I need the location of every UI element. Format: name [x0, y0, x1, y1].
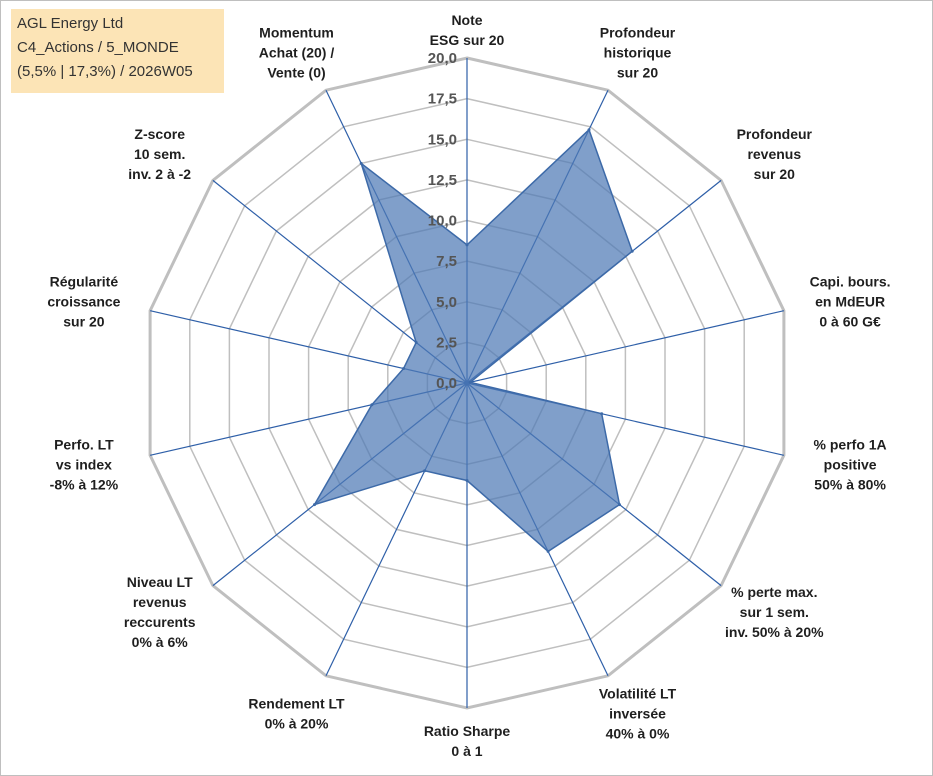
category-label-line: inv. 50% à 20%	[725, 624, 824, 640]
category-label: Profondeur revenus sur 20	[737, 126, 813, 182]
category-label: Z-score 10 sem. inv. 2 à -2	[128, 126, 191, 182]
category-label: Rendement LT 0% à 20%	[248, 696, 345, 732]
data-point	[600, 412, 604, 416]
category-label-line: Profondeur	[737, 126, 813, 142]
category-label-line: 0 à 1	[451, 743, 482, 759]
category-label-line: sur 20	[617, 64, 658, 80]
category-label-line: Régularité	[50, 273, 119, 289]
info-line-portfolio: C4_Actions / 5_MONDE	[17, 39, 179, 56]
category-label-line: Capi. bours.	[810, 273, 891, 289]
data-point	[468, 380, 472, 384]
category-label-line: sur 20	[63, 313, 104, 329]
series-area	[312, 128, 634, 553]
tick-label-layer: 0,0 2,5 5,0 7,5 10,0 12,5 15,0 17,5 20,0	[428, 50, 457, 392]
category-label: Niveau LT revenus reccurents 0% à 6%	[124, 574, 196, 650]
category-label-line: 40% à 0%	[606, 726, 670, 742]
category-label-line: sur 1 sem.	[740, 604, 809, 620]
category-label-line: positive	[824, 457, 877, 473]
category-label-line: 50% à 80%	[814, 477, 886, 493]
radial-tick-label: 7,5	[436, 253, 457, 270]
category-label-line: Vente (0)	[267, 64, 325, 80]
radial-tick-label: 12,5	[428, 172, 457, 189]
category-label-line: 0 à 60 G€	[819, 313, 881, 329]
category-label: Capi. bours. en MdEUR 0 à 60 G€	[810, 273, 891, 329]
radial-tick-label: 15,0	[428, 131, 457, 148]
category-label-line: inv. 2 à -2	[128, 166, 191, 182]
category-label-line: Achat (20) /	[259, 44, 335, 60]
category-label-line: Note	[451, 12, 482, 28]
category-label: Momentum Achat (20) / Vente (0)	[259, 24, 335, 80]
category-label-line: croissance	[47, 293, 120, 309]
category-label-line: Ratio Sharpe	[424, 723, 511, 739]
category-label: Profondeur historique sur 20	[600, 24, 676, 80]
category-label: Volatilité LT inversée 40% à 0%	[599, 686, 677, 742]
info-line-company: AGL Energy Ltd	[17, 15, 124, 32]
radial-tick-label: 2,5	[436, 334, 457, 351]
category-label: % perte max. sur 1 sem. inv. 50% à 20%	[725, 584, 824, 640]
category-label-line: inversée	[609, 706, 666, 722]
data-point	[414, 341, 418, 344]
data-point	[423, 469, 427, 473]
category-label-line: 10 sem.	[134, 146, 185, 162]
data-point	[465, 479, 469, 482]
category-label-line: vs index	[56, 457, 112, 473]
category-label-line: Perfo. LT	[54, 437, 114, 453]
info-box: AGL Energy Ltd C4_Actions / 5_MONDE (5,5…	[11, 9, 224, 93]
radial-tick-label: 10,0	[428, 213, 457, 230]
data-point	[618, 503, 621, 507]
category-label: Perfo. LT vs index -8% à 12%	[50, 437, 119, 493]
category-label-line: Profondeur	[600, 24, 676, 40]
category-label-line: Volatilité LT	[599, 686, 677, 702]
data-point	[465, 243, 469, 247]
category-label-line: % perte max.	[731, 584, 817, 600]
info-line-params: (5,5% | 17,3%) / 2026W05	[17, 63, 193, 80]
category-label-line: revenus	[747, 146, 801, 162]
category-label-line: revenus	[133, 594, 187, 610]
series-layer	[312, 128, 634, 553]
radial-tick-label: 5,0	[436, 294, 457, 311]
data-point	[370, 403, 374, 407]
category-label: % perfo 1A positive 50% à 80%	[814, 437, 887, 493]
category-label-layer: Note ESG sur 20 Profondeur historique sur 20…	[47, 12, 890, 759]
category-label: Note ESG sur 20	[430, 12, 505, 48]
radial-tick-label: 20,0	[428, 50, 457, 67]
category-label-line: % perfo 1A	[814, 437, 887, 453]
category-label-line: historique	[604, 44, 672, 60]
data-point	[313, 503, 316, 507]
category-label: Ratio Sharpe 0 à 1	[424, 723, 511, 759]
data-point	[630, 249, 634, 253]
radial-tick-label: 0,0	[436, 375, 457, 392]
data-point	[359, 161, 363, 165]
data-point	[546, 549, 550, 553]
category-label-line: reccurents	[124, 614, 196, 630]
category-label-line: Momentum	[259, 24, 334, 40]
category-label-line: Z-score	[134, 126, 185, 142]
category-label-line: en MdEUR	[815, 293, 885, 309]
category-label-line: 0% à 20%	[265, 716, 329, 732]
data-point	[587, 128, 591, 132]
axis-spoke	[466, 310, 785, 384]
category-label-line: sur 20	[754, 166, 795, 182]
category-label-line: ESG sur 20	[430, 32, 505, 48]
radial-tick-label: 17,5	[428, 91, 457, 108]
category-label-line: Rendement LT	[248, 696, 345, 712]
category-label: Régularité croissance sur 20	[47, 273, 120, 329]
data-point	[402, 367, 406, 370]
category-label-line: 0% à 6%	[132, 634, 189, 650]
category-label-line: -8% à 12%	[50, 477, 119, 493]
category-label-line: Niveau LT	[127, 574, 193, 590]
